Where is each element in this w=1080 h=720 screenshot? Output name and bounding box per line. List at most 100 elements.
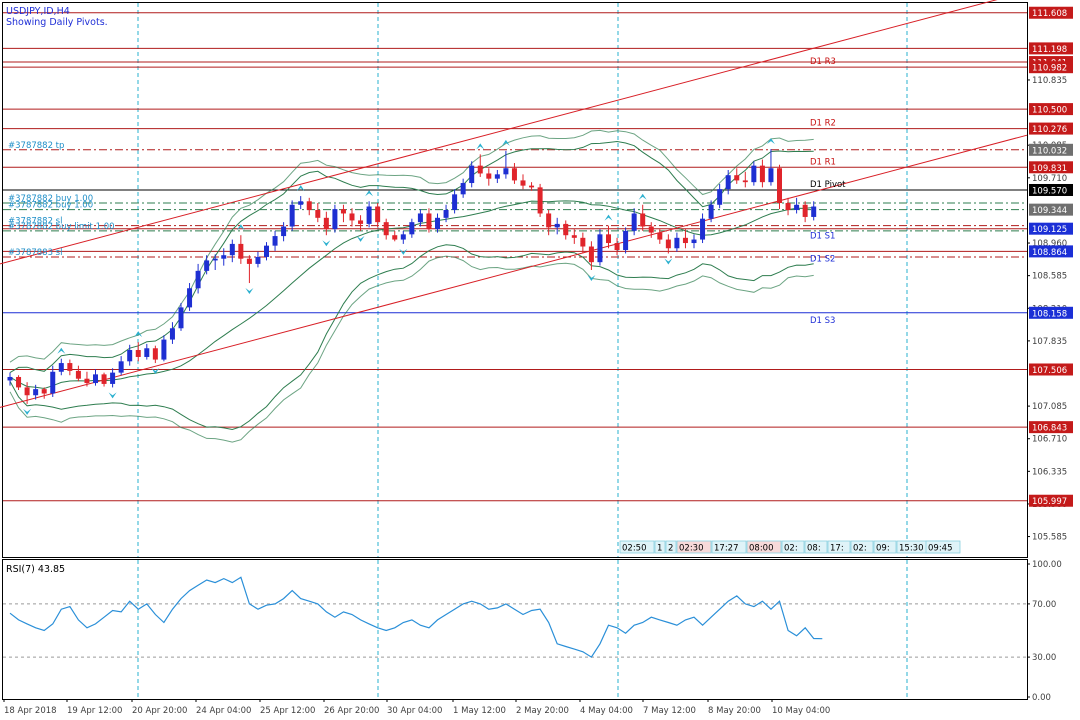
price-label-box xyxy=(1029,203,1073,216)
time-box-label: 2 xyxy=(668,544,673,554)
price-tick-label: 108.960 xyxy=(1032,239,1067,249)
candle-body xyxy=(648,226,654,233)
candle-body xyxy=(759,165,765,183)
candle-body xyxy=(674,237,680,249)
price-label-text: 110.032 xyxy=(1032,146,1067,156)
candle-body xyxy=(110,372,116,384)
price-tick-label: 107.835 xyxy=(1032,337,1067,347)
time-box-label: 15:30 xyxy=(899,544,924,554)
time-tick-label: 4 May 04:00 xyxy=(580,706,633,716)
candle-body xyxy=(494,174,500,179)
fractal-down-arrow xyxy=(151,368,160,375)
candle-body xyxy=(238,243,244,259)
channel-line-upper xyxy=(0,0,998,265)
rsi-pane-border xyxy=(2,559,1028,700)
candle-body xyxy=(161,339,167,360)
candle-body xyxy=(503,168,509,175)
price-label-text: 108.158 xyxy=(1032,309,1067,319)
order-label: #3787883 sl xyxy=(8,248,62,258)
price-label-text: 107.506 xyxy=(1032,366,1067,376)
candle-body xyxy=(742,180,748,183)
candle-body xyxy=(340,209,346,214)
price-label-text: 111.608 xyxy=(1032,9,1067,19)
price-label-box xyxy=(1029,245,1073,258)
candle-body xyxy=(127,350,133,362)
candle-body xyxy=(417,213,423,223)
price-label-text: 106.843 xyxy=(1032,424,1067,434)
time-box xyxy=(665,540,677,554)
price-label-text: 110.276 xyxy=(1032,125,1067,135)
time-box xyxy=(925,540,961,554)
candle-body xyxy=(657,232,663,240)
price-pane-border xyxy=(2,2,1028,558)
outer-upper-band xyxy=(9,129,814,363)
candle-body xyxy=(520,180,526,186)
fractal-down-arrow xyxy=(23,408,32,415)
time-box xyxy=(619,540,655,554)
candle-body xyxy=(323,217,329,230)
candle-body xyxy=(33,389,39,396)
price-label-box xyxy=(1029,363,1073,376)
order-label: #3787882 buy 1.00 xyxy=(8,201,93,211)
candle-body xyxy=(84,378,90,384)
candle-body xyxy=(375,206,381,223)
candle-body xyxy=(332,209,338,230)
price-label-box xyxy=(1029,421,1073,434)
price-label-text: 108.864 xyxy=(1032,248,1067,258)
price-tick-label: 106.710 xyxy=(1032,435,1067,445)
candle-body xyxy=(212,258,218,261)
price-label-box xyxy=(1029,6,1073,19)
order-label: #3787882 sl xyxy=(8,217,62,227)
time-box xyxy=(676,540,712,554)
rsi-pane: 100.00 70.00 30.00 0.00 xyxy=(3,560,1062,703)
time-tick-label: 18 Apr 2018 xyxy=(4,706,57,716)
order-label: #3787882 tp xyxy=(8,141,64,151)
candle-body xyxy=(682,237,688,244)
candle-body xyxy=(178,307,184,329)
chart-subtitle: Showing Daily Pivots. xyxy=(6,17,108,28)
candle-body xyxy=(700,218,706,240)
price-label-text: 110.500 xyxy=(1032,106,1067,116)
pivot-labels: D1 R3 D1 R2 D1 R1 D1 Pivot D1 S1 D1 S2 D1 S3 xyxy=(810,57,846,326)
candle-body xyxy=(383,222,389,236)
lower-band xyxy=(9,244,814,431)
price-label-text: 111.198 xyxy=(1032,45,1067,55)
time-tick-label: 1 May 12:00 xyxy=(453,706,506,716)
price-label-text: 109.831 xyxy=(1032,164,1067,174)
candle-body xyxy=(264,245,269,257)
candle-body xyxy=(255,256,261,264)
symbol-label: USDJPY,ID,H4 xyxy=(6,6,70,17)
time-boxes: 02:50 1 2 02:30 17:27 08:00 02: 08: 17: 02: 09: 15:… xyxy=(619,540,961,554)
candle-body xyxy=(426,213,432,230)
price-tick-label: 105.585 xyxy=(1032,533,1067,543)
time-box-label: 08: xyxy=(807,544,821,554)
time-tick-label: 2 May 20:00 xyxy=(516,706,569,716)
rsi-line xyxy=(9,576,823,658)
time-box xyxy=(654,540,666,554)
time-box-label: 1 xyxy=(657,544,662,554)
rsi-title: RSI(7) 43.85 xyxy=(6,564,65,575)
price-label-text: 109.125 xyxy=(1032,225,1067,235)
candle-body xyxy=(580,237,586,247)
price-tick-label: 109.710 xyxy=(1032,174,1067,184)
fractal-up-arrow xyxy=(365,190,374,197)
candle-body xyxy=(135,350,141,357)
pivot-label: D1 S3 xyxy=(810,316,835,326)
fractal-down-arrow xyxy=(664,258,673,265)
price-tick-label: 110.835 xyxy=(1032,76,1067,86)
time-box-label: 02: xyxy=(853,544,867,554)
candlesticks xyxy=(7,149,817,404)
price-label-box xyxy=(1029,103,1073,116)
fractal-down-arrow xyxy=(245,288,254,295)
time-box xyxy=(746,540,782,554)
fractal-up-arrow xyxy=(57,347,66,354)
price-label-box xyxy=(1029,161,1073,174)
price-label-box xyxy=(1029,306,1073,319)
time-box xyxy=(781,540,805,554)
order-labels: #3787882 tp#3787882 buy 1.00#3787882 buy… xyxy=(8,141,115,258)
candle-body xyxy=(306,201,312,210)
time-box-label: 02:50 xyxy=(622,544,647,554)
candle-body xyxy=(785,203,791,210)
candle-body xyxy=(708,204,714,219)
